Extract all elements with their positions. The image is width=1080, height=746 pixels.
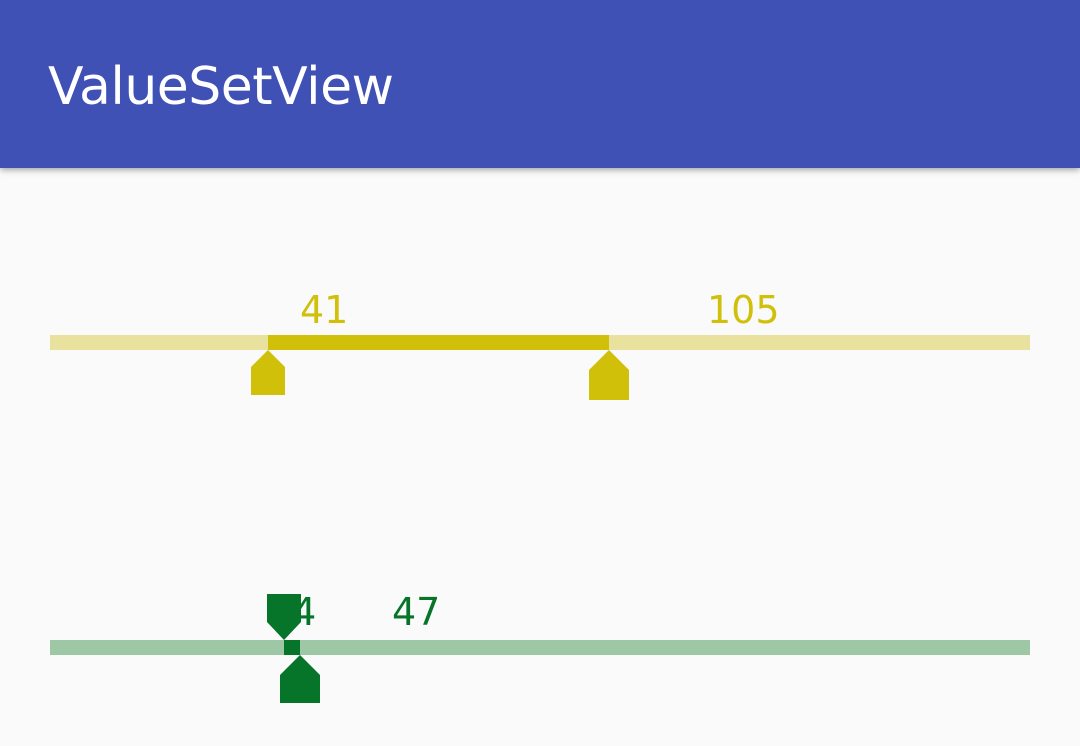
- track-active-segment: [268, 335, 610, 350]
- thumb-pointer-down-icon: [267, 594, 302, 640]
- content-area: 41 105 44 47: [0, 168, 1080, 746]
- app-bar: ValueSetView: [0, 0, 1080, 168]
- thumb-pointer-up-icon: [589, 350, 630, 400]
- track-active-segment: [284, 640, 301, 655]
- high-thumb[interactable]: [280, 655, 321, 703]
- track[interactable]: [50, 640, 1030, 655]
- low-thumb[interactable]: [267, 594, 302, 640]
- high-value-label: 105: [707, 288, 780, 332]
- high-value-label: 47: [392, 590, 441, 634]
- range-selector-yellow[interactable]: 41 105: [50, 278, 1030, 408]
- low-thumb[interactable]: [251, 350, 286, 395]
- app-title: ValueSetView: [48, 57, 394, 117]
- thumb-pointer-up-icon: [251, 350, 286, 395]
- low-value-label: 41: [300, 288, 349, 332]
- thumb-pointer-up-icon: [280, 655, 321, 703]
- range-selector-green[interactable]: 44 47: [50, 583, 1030, 708]
- high-thumb[interactable]: [589, 350, 630, 400]
